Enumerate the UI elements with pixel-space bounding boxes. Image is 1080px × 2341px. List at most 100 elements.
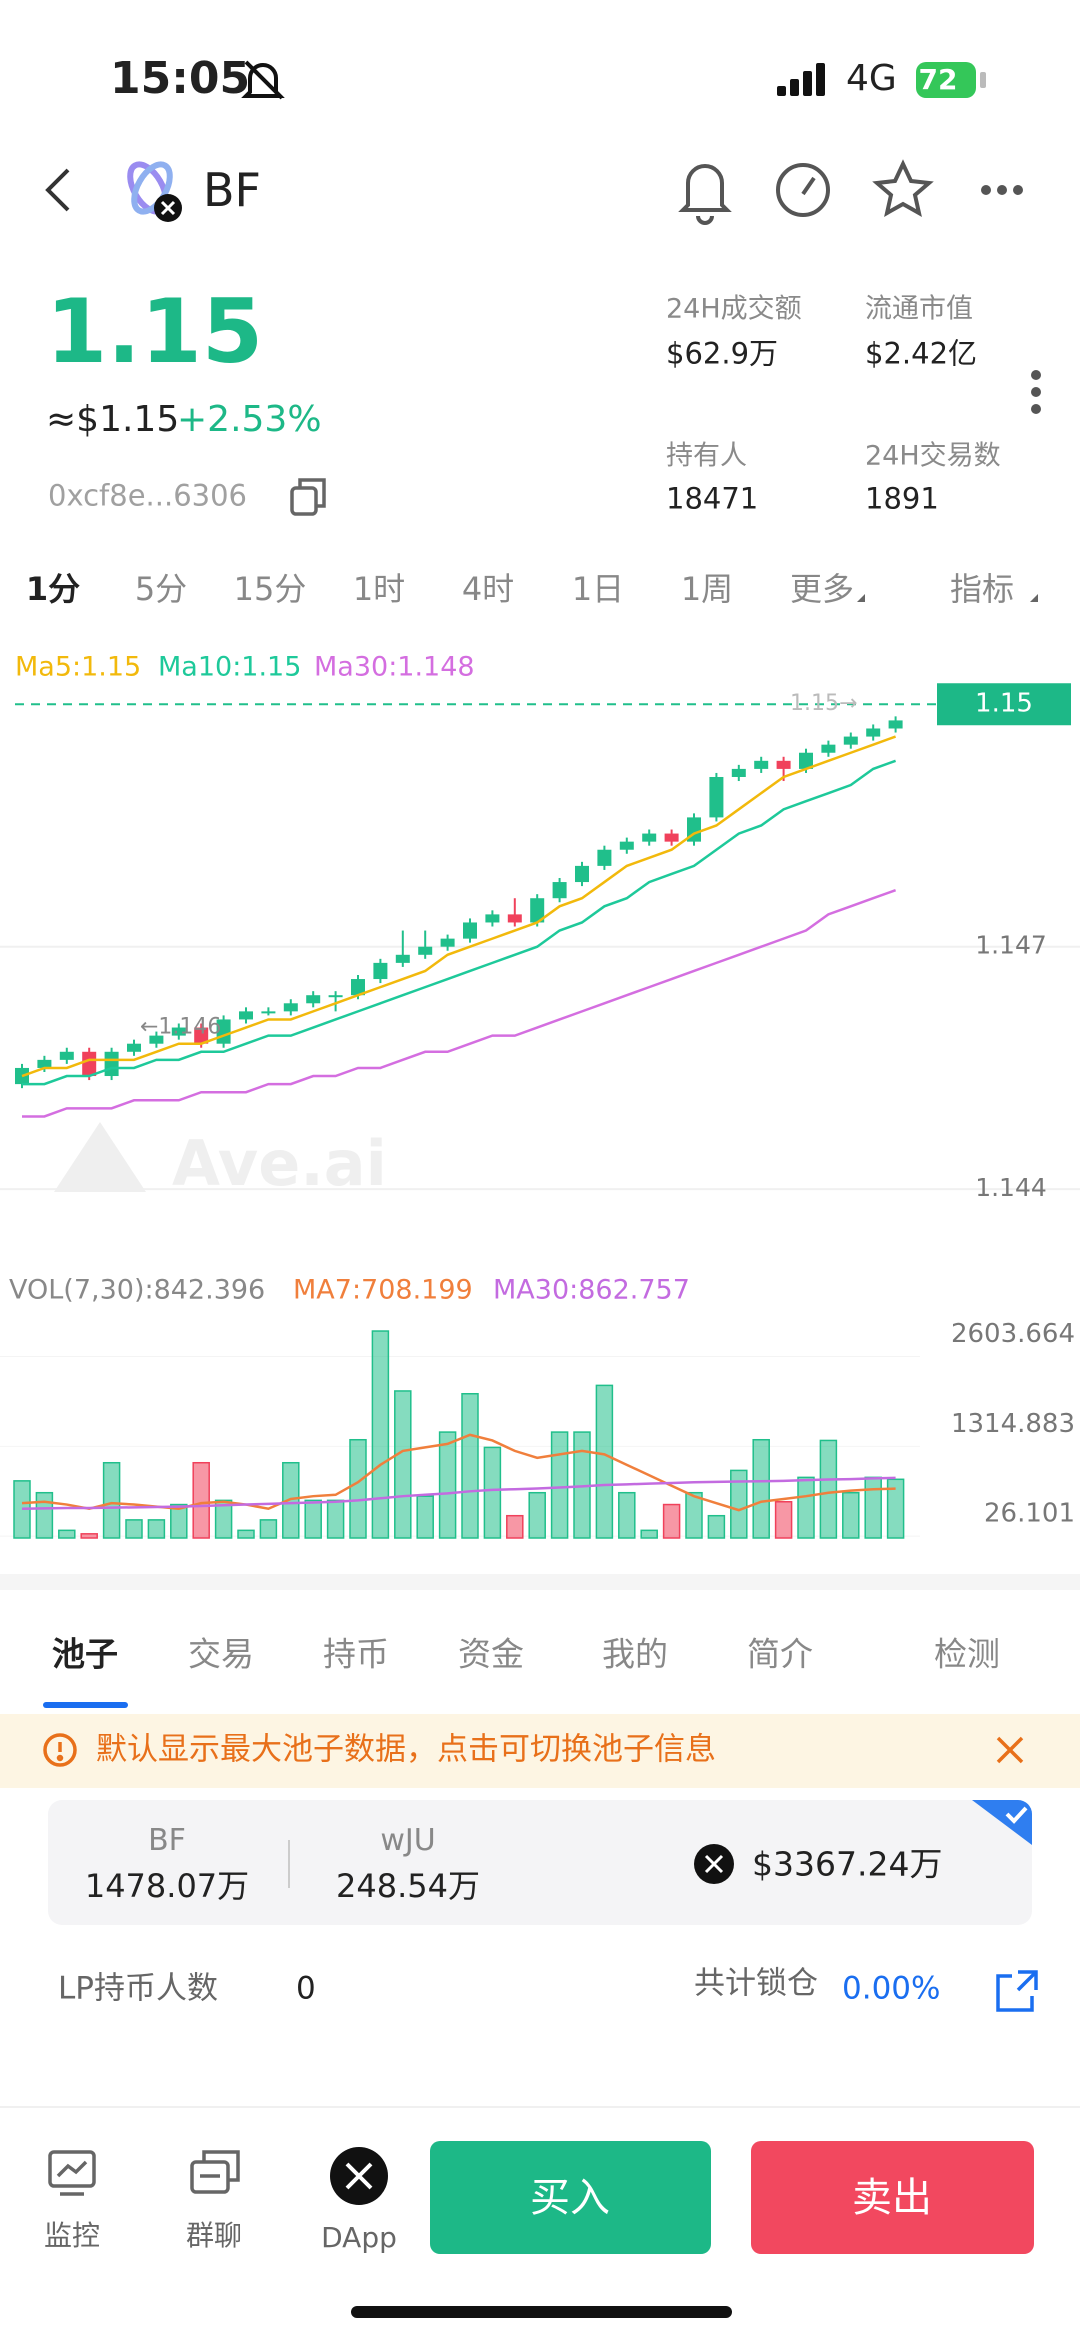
buy-button[interactable] <box>430 2141 711 2254</box>
volume-bar <box>349 1438 367 1539</box>
candle-body <box>619 841 634 850</box>
stat-label: 24H交易数 <box>865 440 1001 472</box>
lp-holders: 0 <box>296 1970 316 2007</box>
favorite-button[interactable] <box>872 159 934 217</box>
volume-bar <box>259 1519 278 1539</box>
selected-corner <box>972 1800 1032 1845</box>
volume-bar <box>461 1392 479 1539</box>
timeframe-tab[interactable]: 1时 <box>352 570 406 608</box>
token-logo <box>127 161 182 222</box>
volume-bar <box>707 1514 726 1539</box>
candle-body <box>127 1043 141 1052</box>
candle-body <box>59 1051 74 1060</box>
volume-bar <box>192 1461 210 1539</box>
indicator-menu[interactable]: 指标 <box>949 570 1015 608</box>
monitor-icon[interactable] <box>48 2150 96 2196</box>
back-button[interactable] <box>45 168 70 212</box>
candle-body <box>373 962 388 980</box>
nav-label[interactable]: 监控 <box>43 2219 101 2252</box>
volume-bar <box>125 1519 143 1539</box>
timeframe-tab[interactable]: 1分 <box>25 570 81 608</box>
y-tick-label: 1314.883 <box>951 1409 1075 1439</box>
candle-body <box>754 760 769 769</box>
chat-icon[interactable] <box>190 2150 240 2194</box>
volume-bar <box>886 1478 905 1539</box>
candle-body <box>149 1035 164 1044</box>
signal-icon <box>777 63 825 96</box>
dapp-icon[interactable] <box>330 2147 388 2205</box>
lp-holders-label: LP持币人数 <box>58 1970 218 2007</box>
volume-bar <box>730 1469 748 1539</box>
legend-entry: Ma10:1.15 <box>158 652 301 683</box>
candle-body <box>306 995 321 1004</box>
timeframe-tab[interactable]: 4时 <box>461 570 515 608</box>
candle-body <box>664 833 679 842</box>
legend-entry: MA30:862.757 <box>493 1275 690 1306</box>
candle-body <box>485 914 500 923</box>
volume-bar <box>528 1491 546 1539</box>
candle-body <box>799 752 813 769</box>
volume-bar <box>214 1499 233 1539</box>
stat-label: 持有人 <box>666 440 747 472</box>
battery-tip <box>980 72 986 88</box>
timeframe-tab[interactable]: 1周 <box>680 570 734 608</box>
more-vertical[interactable] <box>1031 370 1041 414</box>
notice-bar[interactable] <box>0 1714 1080 1788</box>
volume-bar <box>797 1476 815 1539</box>
watermark-logo <box>54 1122 146 1192</box>
dropdown-arrow <box>857 594 865 602</box>
pool-tab[interactable]: 交易 <box>188 1634 254 1674</box>
contract-address[interactable]: 0xcf8e...6306 <box>48 478 248 513</box>
volume-bar <box>102 1461 121 1539</box>
sell-label[interactable]: 卖出 <box>852 2175 932 2221</box>
pool-tab[interactable]: 我的 <box>602 1634 668 1674</box>
pool-tab[interactable]: 资金 <box>458 1634 524 1674</box>
volume-bar <box>483 1446 502 1539</box>
volume-ma-line <box>21 1476 896 1510</box>
alert-button[interactable] <box>678 164 732 225</box>
volume-bar <box>170 1503 188 1539</box>
nav-label[interactable]: DApp <box>321 2221 397 2254</box>
pool-tab[interactable]: 检测 <box>934 1634 1000 1674</box>
stat-value: $62.9万 <box>666 336 779 371</box>
stat-value: 1891 <box>865 481 939 516</box>
candle-body <box>82 1051 97 1077</box>
volume-bar <box>416 1495 434 1539</box>
gauge-button[interactable] <box>776 163 830 217</box>
candle-body <box>418 946 433 955</box>
pool-tab[interactable]: 简介 <box>747 1634 813 1674</box>
notice-close[interactable] <box>996 1736 1024 1764</box>
candle-body <box>843 736 858 745</box>
pool-tab[interactable]: 持币 <box>323 1634 389 1674</box>
nav-label[interactable]: 群聊 <box>185 2219 243 2252</box>
pool-tab[interactable]: 池子 <box>52 1634 118 1674</box>
legend-entry: Ma5:1.15 <box>15 652 141 683</box>
candle-body <box>283 1003 298 1012</box>
pool-tab-indicator <box>43 1702 128 1708</box>
notice-text[interactable]: 默认显示最大池子数据，点击可切换池子信息 <box>96 1731 716 1768</box>
timeframe-tab[interactable]: 1日 <box>571 570 625 608</box>
y-tick-label: 1.147 <box>975 931 1047 960</box>
candle-body <box>351 979 365 996</box>
timeframe-tab[interactable]: 15分 <box>233 570 307 608</box>
copy-button[interactable] <box>290 478 326 516</box>
volume-bar <box>640 1529 658 1539</box>
home-indicator <box>351 2306 732 2318</box>
timeframe-more[interactable]: 更多 <box>789 570 855 608</box>
sell-button[interactable] <box>751 2141 1034 2254</box>
candle-body <box>261 1011 276 1014</box>
status-time: 15:05 <box>110 53 251 104</box>
pool-divider <box>288 1840 290 1888</box>
volume-bar <box>864 1476 882 1539</box>
buy-label[interactable]: 买入 <box>530 2175 610 2221</box>
candle-body <box>104 1051 119 1077</box>
timeframe-tab[interactable]: 5分 <box>134 570 188 608</box>
candle-body <box>731 768 746 777</box>
external-link[interactable] <box>996 1970 1038 2012</box>
more-button[interactable] <box>981 185 1023 195</box>
status-network: 4G <box>846 58 897 99</box>
stat-value: 18471 <box>666 481 759 516</box>
pool-card[interactable] <box>48 1800 1032 1925</box>
